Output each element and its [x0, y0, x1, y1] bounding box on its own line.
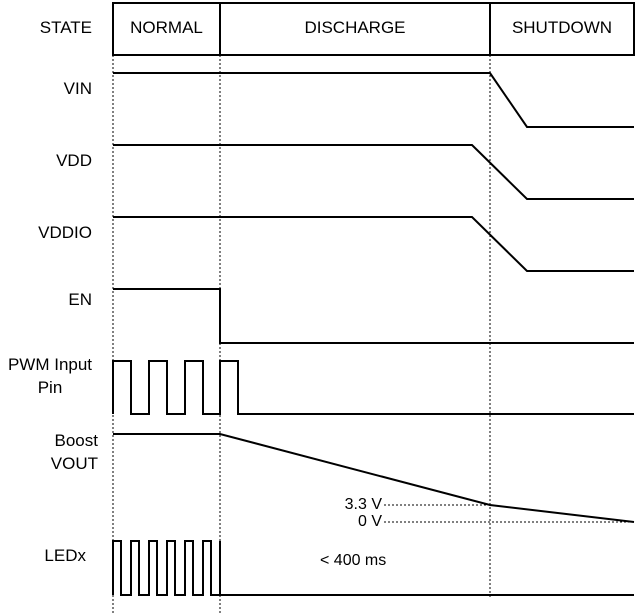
- state-header: [112, 2, 635, 56]
- signal-label-boost-line2: VOUT: [50, 454, 98, 473]
- waveform-ledx: [112, 540, 634, 596]
- signal-label-vin: VIN: [63, 79, 92, 98]
- signal-label-en: EN: [68, 290, 92, 309]
- state-normal-label: NORMAL: [130, 18, 203, 37]
- waveform-vddio: [113, 216, 634, 272]
- waveform-vdd: [113, 144, 634, 200]
- annotation-3v3: 3.3 V: [344, 496, 382, 513]
- signal-label-ledx: LEDx: [44, 546, 86, 565]
- signal-label-pwm-line2: Pin: [37, 378, 63, 397]
- state-header-frame: [112, 2, 635, 56]
- signal-label-pwm-line1: PWM Input: [7, 355, 93, 374]
- phase-guides: [112, 55, 634, 615]
- state-discharge-label: DISCHARGE: [304, 18, 406, 37]
- annotation-0v: 0 V: [357, 513, 382, 530]
- waveform-boost-vout: [113, 433, 635, 523]
- signal-label-vddio: VDDIO: [38, 223, 92, 242]
- signal-label-boost-line1: Boost: [54, 431, 98, 450]
- state-row-label: STATE: [39, 18, 92, 37]
- annotation-duration: < 400 ms: [320, 552, 387, 569]
- waveform-vin: [113, 72, 634, 128]
- waveform-en: [113, 288, 634, 344]
- signal-label-vdd: VDD: [56, 151, 92, 170]
- state-shutdown-label: SHUTDOWN: [511, 18, 613, 37]
- waveform-pwm: [112, 360, 634, 415]
